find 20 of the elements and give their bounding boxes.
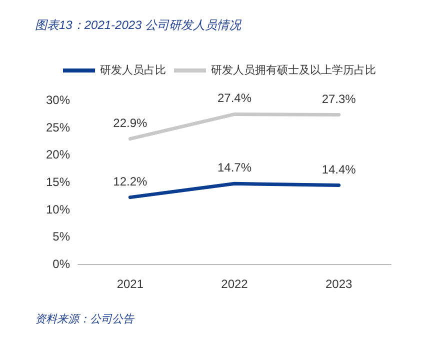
text: 14.4%	[322, 162, 356, 176]
y-tick-label: 25%	[46, 120, 70, 134]
x-tick-label: 2021	[116, 277, 144, 291]
text: 资料来源：公司公告	[35, 312, 135, 326]
y-tick-label: 5%	[52, 230, 70, 244]
text: 27.3%	[322, 92, 356, 106]
text: 22.9%	[113, 116, 148, 130]
y-tick-label: 15%	[46, 175, 70, 189]
x-tick-label: 2023	[325, 277, 353, 291]
chart-title: 图表13：2021-2023 公司研发人员情况	[35, 18, 242, 32]
text: 27.4%	[217, 91, 252, 106]
text: 12.2%	[113, 174, 148, 188]
text: 14.7%	[217, 160, 252, 175]
y-tick-label: 30%	[46, 93, 70, 107]
legend-label: 研发人员拥有硕士及以上学历占比	[211, 64, 376, 76]
y-tick-label: 20%	[46, 148, 70, 162]
legend-label: 研发人员占比	[100, 64, 166, 76]
x-tick-label: 2022	[221, 277, 248, 291]
y-tick-label: 10%	[46, 202, 70, 216]
y-tick-label: 0%	[52, 257, 70, 271]
